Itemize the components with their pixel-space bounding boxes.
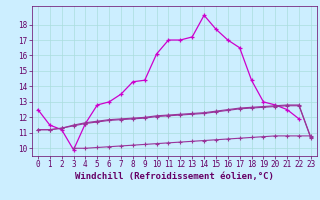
X-axis label: Windchill (Refroidissement éolien,°C): Windchill (Refroidissement éolien,°C) [75, 172, 274, 181]
